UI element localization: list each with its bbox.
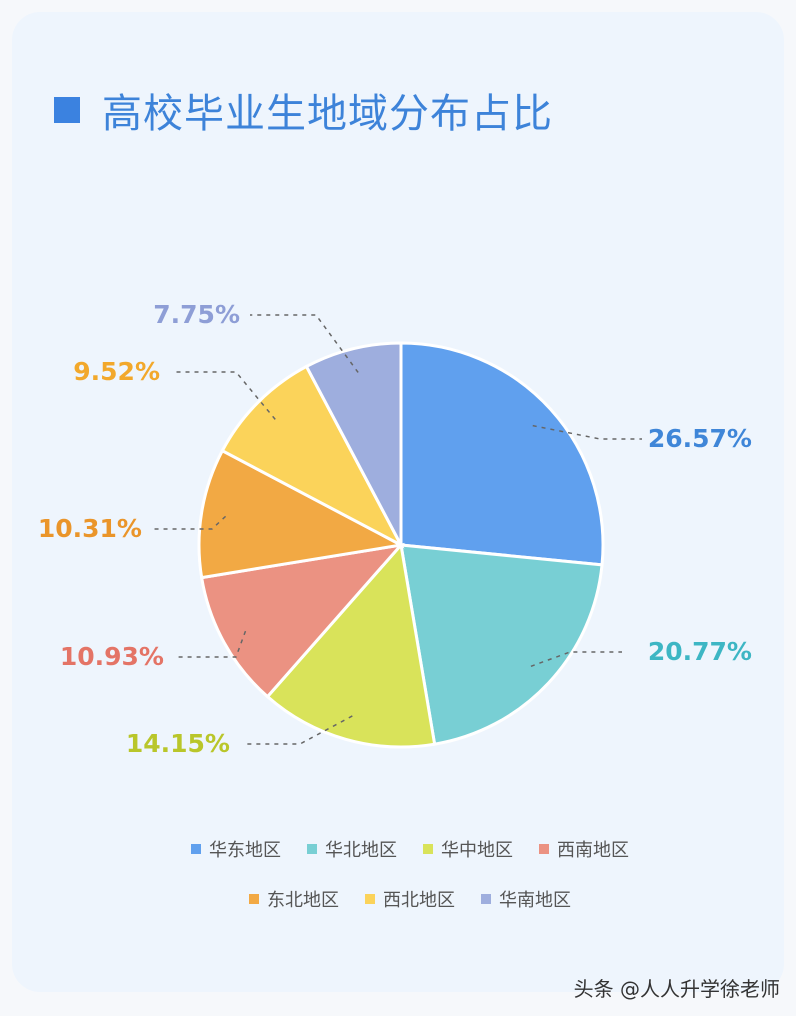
data-label-3: 14.15% <box>126 729 230 758</box>
leader-line-4 <box>176 630 247 658</box>
data-label-2: 20.77% <box>648 637 752 666</box>
data-label-6: 9.52% <box>73 357 160 386</box>
data-label-5: 10.31% <box>38 514 142 543</box>
legend-label: 西北地区 <box>383 890 455 911</box>
legend-label: 华北地区 <box>325 840 397 861</box>
legend-label: 东北地区 <box>267 890 339 911</box>
pie-slice-4 <box>199 542 405 699</box>
data-label-4: 10.93% <box>60 642 164 671</box>
legend-swatch-icon <box>249 894 259 904</box>
legend-swatch-icon <box>307 844 317 854</box>
leader-line-5 <box>150 515 227 530</box>
pie-slices <box>197 341 605 749</box>
pie-slice-6 <box>220 364 405 549</box>
title-row: 高校毕业生地域分布占比 <box>54 80 553 140</box>
leader-lines <box>150 314 642 745</box>
legend-swatch-icon <box>423 844 433 854</box>
pie-slice-5 <box>197 448 406 580</box>
legend-item-5: 东北地区 <box>249 886 339 912</box>
watermark: 头条 @人人升学徐老师 <box>573 977 780 1001</box>
leader-line-3 <box>246 715 353 745</box>
pie-slice-3 <box>265 541 437 749</box>
legend-swatch-icon <box>481 894 491 904</box>
legend: 华东地区 华北地区 华中地区 西南地区 东北地区 西北地区 华南地区 <box>160 836 660 936</box>
pie-slice-2 <box>399 543 604 746</box>
data-label-1: 26.57% <box>648 424 752 453</box>
data-label-7: 7.75% <box>153 300 240 329</box>
legend-swatch-icon <box>539 844 549 854</box>
legend-item-2: 华北地区 <box>307 836 397 862</box>
legend-swatch-icon <box>191 844 201 854</box>
legend-label: 华东地区 <box>209 840 281 861</box>
legend-label: 华中地区 <box>441 840 513 861</box>
legend-item-4: 西南地区 <box>539 836 629 862</box>
legend-item-7: 华南地区 <box>481 886 571 912</box>
pie-slice-7 <box>304 341 403 546</box>
legend-row-2: 东北地区 西北地区 华南地区 <box>160 886 660 912</box>
legend-item-1: 华东地区 <box>191 836 281 862</box>
legend-item-3: 华中地区 <box>423 836 513 862</box>
pie-slice-1 <box>399 341 605 567</box>
chart-title: 高校毕业生地域分布占比 <box>102 91 553 137</box>
data-labels: 26.57% 20.77% 14.15% 10.93% 10.31% 9.52% 7.75% <box>38 300 752 758</box>
title-square-icon <box>54 97 80 123</box>
legend-label: 华南地区 <box>499 890 571 911</box>
legend-row-1: 华东地区 华北地区 华中地区 西南地区 <box>160 836 660 862</box>
legend-item-6: 西北地区 <box>365 886 455 912</box>
legend-swatch-icon <box>365 894 375 904</box>
legend-label: 西南地区 <box>557 840 629 861</box>
leader-line-6 <box>174 371 276 420</box>
